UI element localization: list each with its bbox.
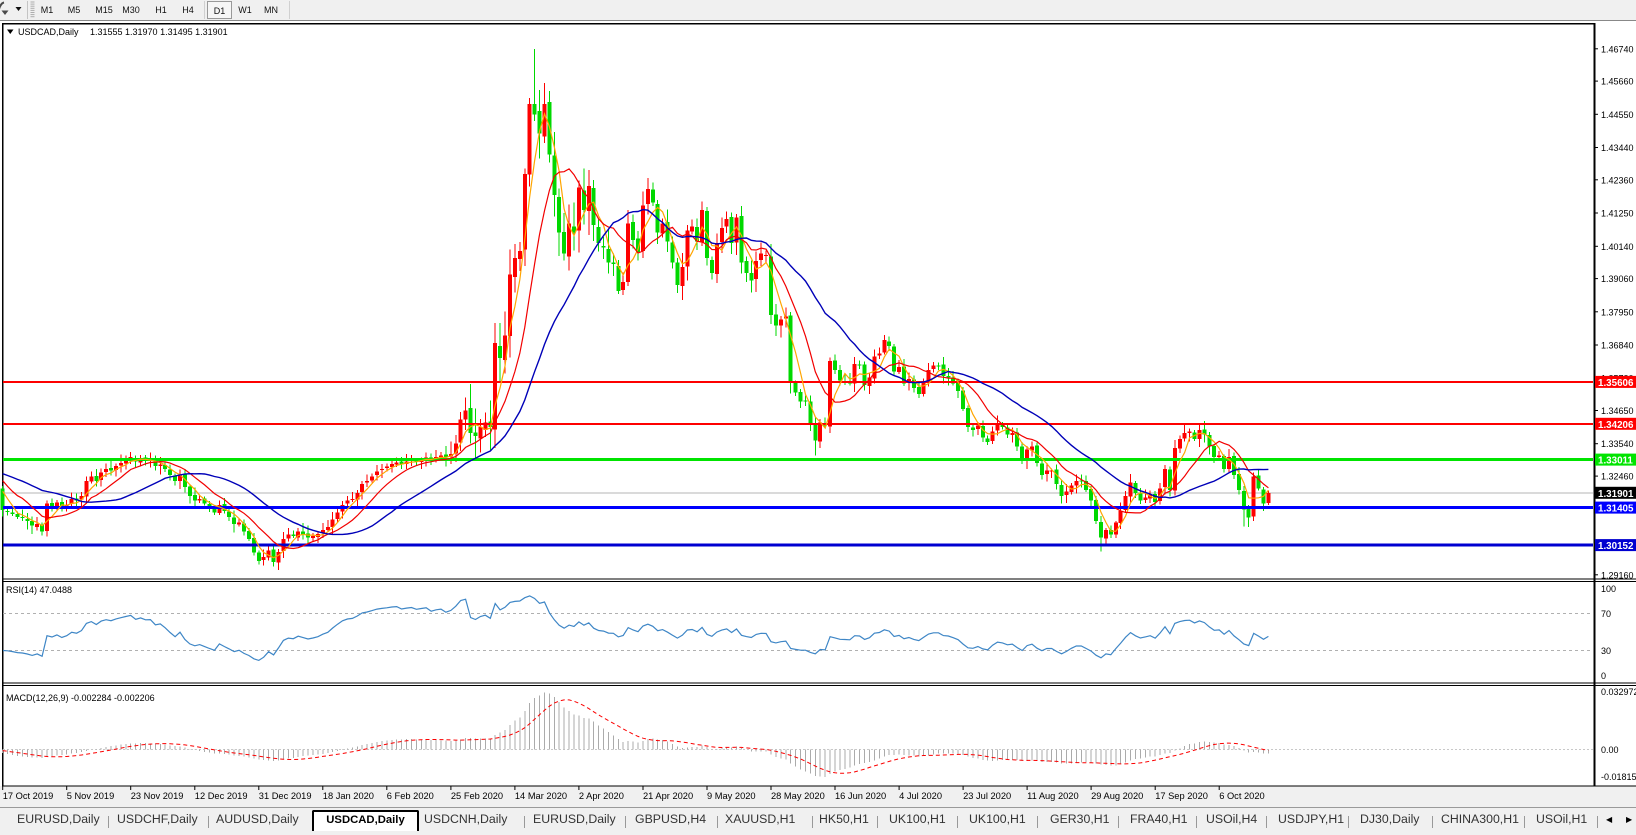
svg-text:1.32460: 1.32460 — [1601, 472, 1634, 482]
svg-text:1.36840: 1.36840 — [1601, 341, 1634, 351]
svg-text:1.34206: 1.34206 — [1598, 420, 1634, 431]
svg-text:5 Nov 2019: 5 Nov 2019 — [67, 791, 115, 801]
svg-text:1.31405: 1.31405 — [1598, 504, 1634, 515]
svg-text:100: 100 — [1601, 584, 1616, 594]
svg-text:1.39060: 1.39060 — [1601, 274, 1634, 284]
svg-text:1.42360: 1.42360 — [1601, 175, 1634, 185]
svg-text:0.032972: 0.032972 — [1601, 687, 1636, 697]
svg-text:9 May 2020: 9 May 2020 — [707, 791, 756, 801]
svg-text:1.44550: 1.44550 — [1601, 110, 1634, 120]
svg-text:21 Apr 2020: 21 Apr 2020 — [643, 791, 693, 801]
svg-text:MACD(12,26,9) -0.002284 -0.002: MACD(12,26,9) -0.002284 -0.002206 — [6, 693, 155, 703]
svg-text:31 Dec 2019: 31 Dec 2019 — [259, 791, 312, 801]
svg-text:1.30152: 1.30152 — [1598, 541, 1634, 552]
svg-text:1.41250: 1.41250 — [1601, 209, 1634, 219]
svg-text:28 May 2020: 28 May 2020 — [771, 791, 825, 801]
svg-text:11 Aug 2020: 11 Aug 2020 — [1027, 791, 1079, 801]
svg-text:16 Jun 2020: 16 Jun 2020 — [835, 791, 886, 801]
svg-text:12 Dec 2019: 12 Dec 2019 — [195, 791, 248, 801]
svg-text:1.29160: 1.29160 — [1601, 570, 1634, 580]
svg-text:23 Nov 2019: 23 Nov 2019 — [131, 791, 184, 801]
svg-text:1.33011: 1.33011 — [1598, 456, 1633, 467]
svg-text:0: 0 — [1601, 671, 1606, 681]
svg-text:1.46740: 1.46740 — [1601, 44, 1634, 54]
svg-text:6 Oct 2020: 6 Oct 2020 — [1219, 791, 1264, 801]
svg-text:-0.018154: -0.018154 — [1601, 772, 1636, 782]
svg-text:1.35606: 1.35606 — [1598, 378, 1634, 389]
svg-text:6 Feb 2020: 6 Feb 2020 — [387, 791, 434, 801]
svg-text:23 Jul 2020: 23 Jul 2020 — [963, 791, 1011, 801]
svg-text:1.31555 1.31970 1.31495 1.3190: 1.31555 1.31970 1.31495 1.31901 — [90, 27, 228, 37]
svg-text:18 Jan 2020: 18 Jan 2020 — [323, 791, 374, 801]
svg-text:17 Oct 2019: 17 Oct 2019 — [3, 791, 54, 801]
svg-text:0.00: 0.00 — [1601, 745, 1619, 755]
svg-text:1.33540: 1.33540 — [1601, 439, 1634, 449]
svg-text:1.40140: 1.40140 — [1601, 242, 1634, 252]
svg-text:30: 30 — [1601, 646, 1611, 656]
svg-text:1.45660: 1.45660 — [1601, 77, 1634, 87]
svg-text:RSI(14) 47.0488: RSI(14) 47.0488 — [6, 585, 72, 595]
svg-text:4 Jul 2020: 4 Jul 2020 — [899, 791, 942, 801]
svg-text:70: 70 — [1601, 609, 1611, 619]
svg-text:2 Apr 2020: 2 Apr 2020 — [579, 791, 624, 801]
svg-text:1.34650: 1.34650 — [1601, 406, 1634, 416]
svg-text:USDCAD,Daily: USDCAD,Daily — [18, 27, 79, 37]
svg-text:1.31901: 1.31901 — [1598, 489, 1634, 500]
svg-text:25 Feb 2020: 25 Feb 2020 — [451, 791, 503, 801]
svg-text:14 Mar 2020: 14 Mar 2020 — [515, 791, 567, 801]
svg-text:1.43440: 1.43440 — [1601, 143, 1634, 153]
svg-text:1.37950: 1.37950 — [1601, 307, 1634, 317]
svg-text:29 Aug 2020: 29 Aug 2020 — [1091, 791, 1143, 801]
svg-text:17 Sep 2020: 17 Sep 2020 — [1155, 791, 1208, 801]
